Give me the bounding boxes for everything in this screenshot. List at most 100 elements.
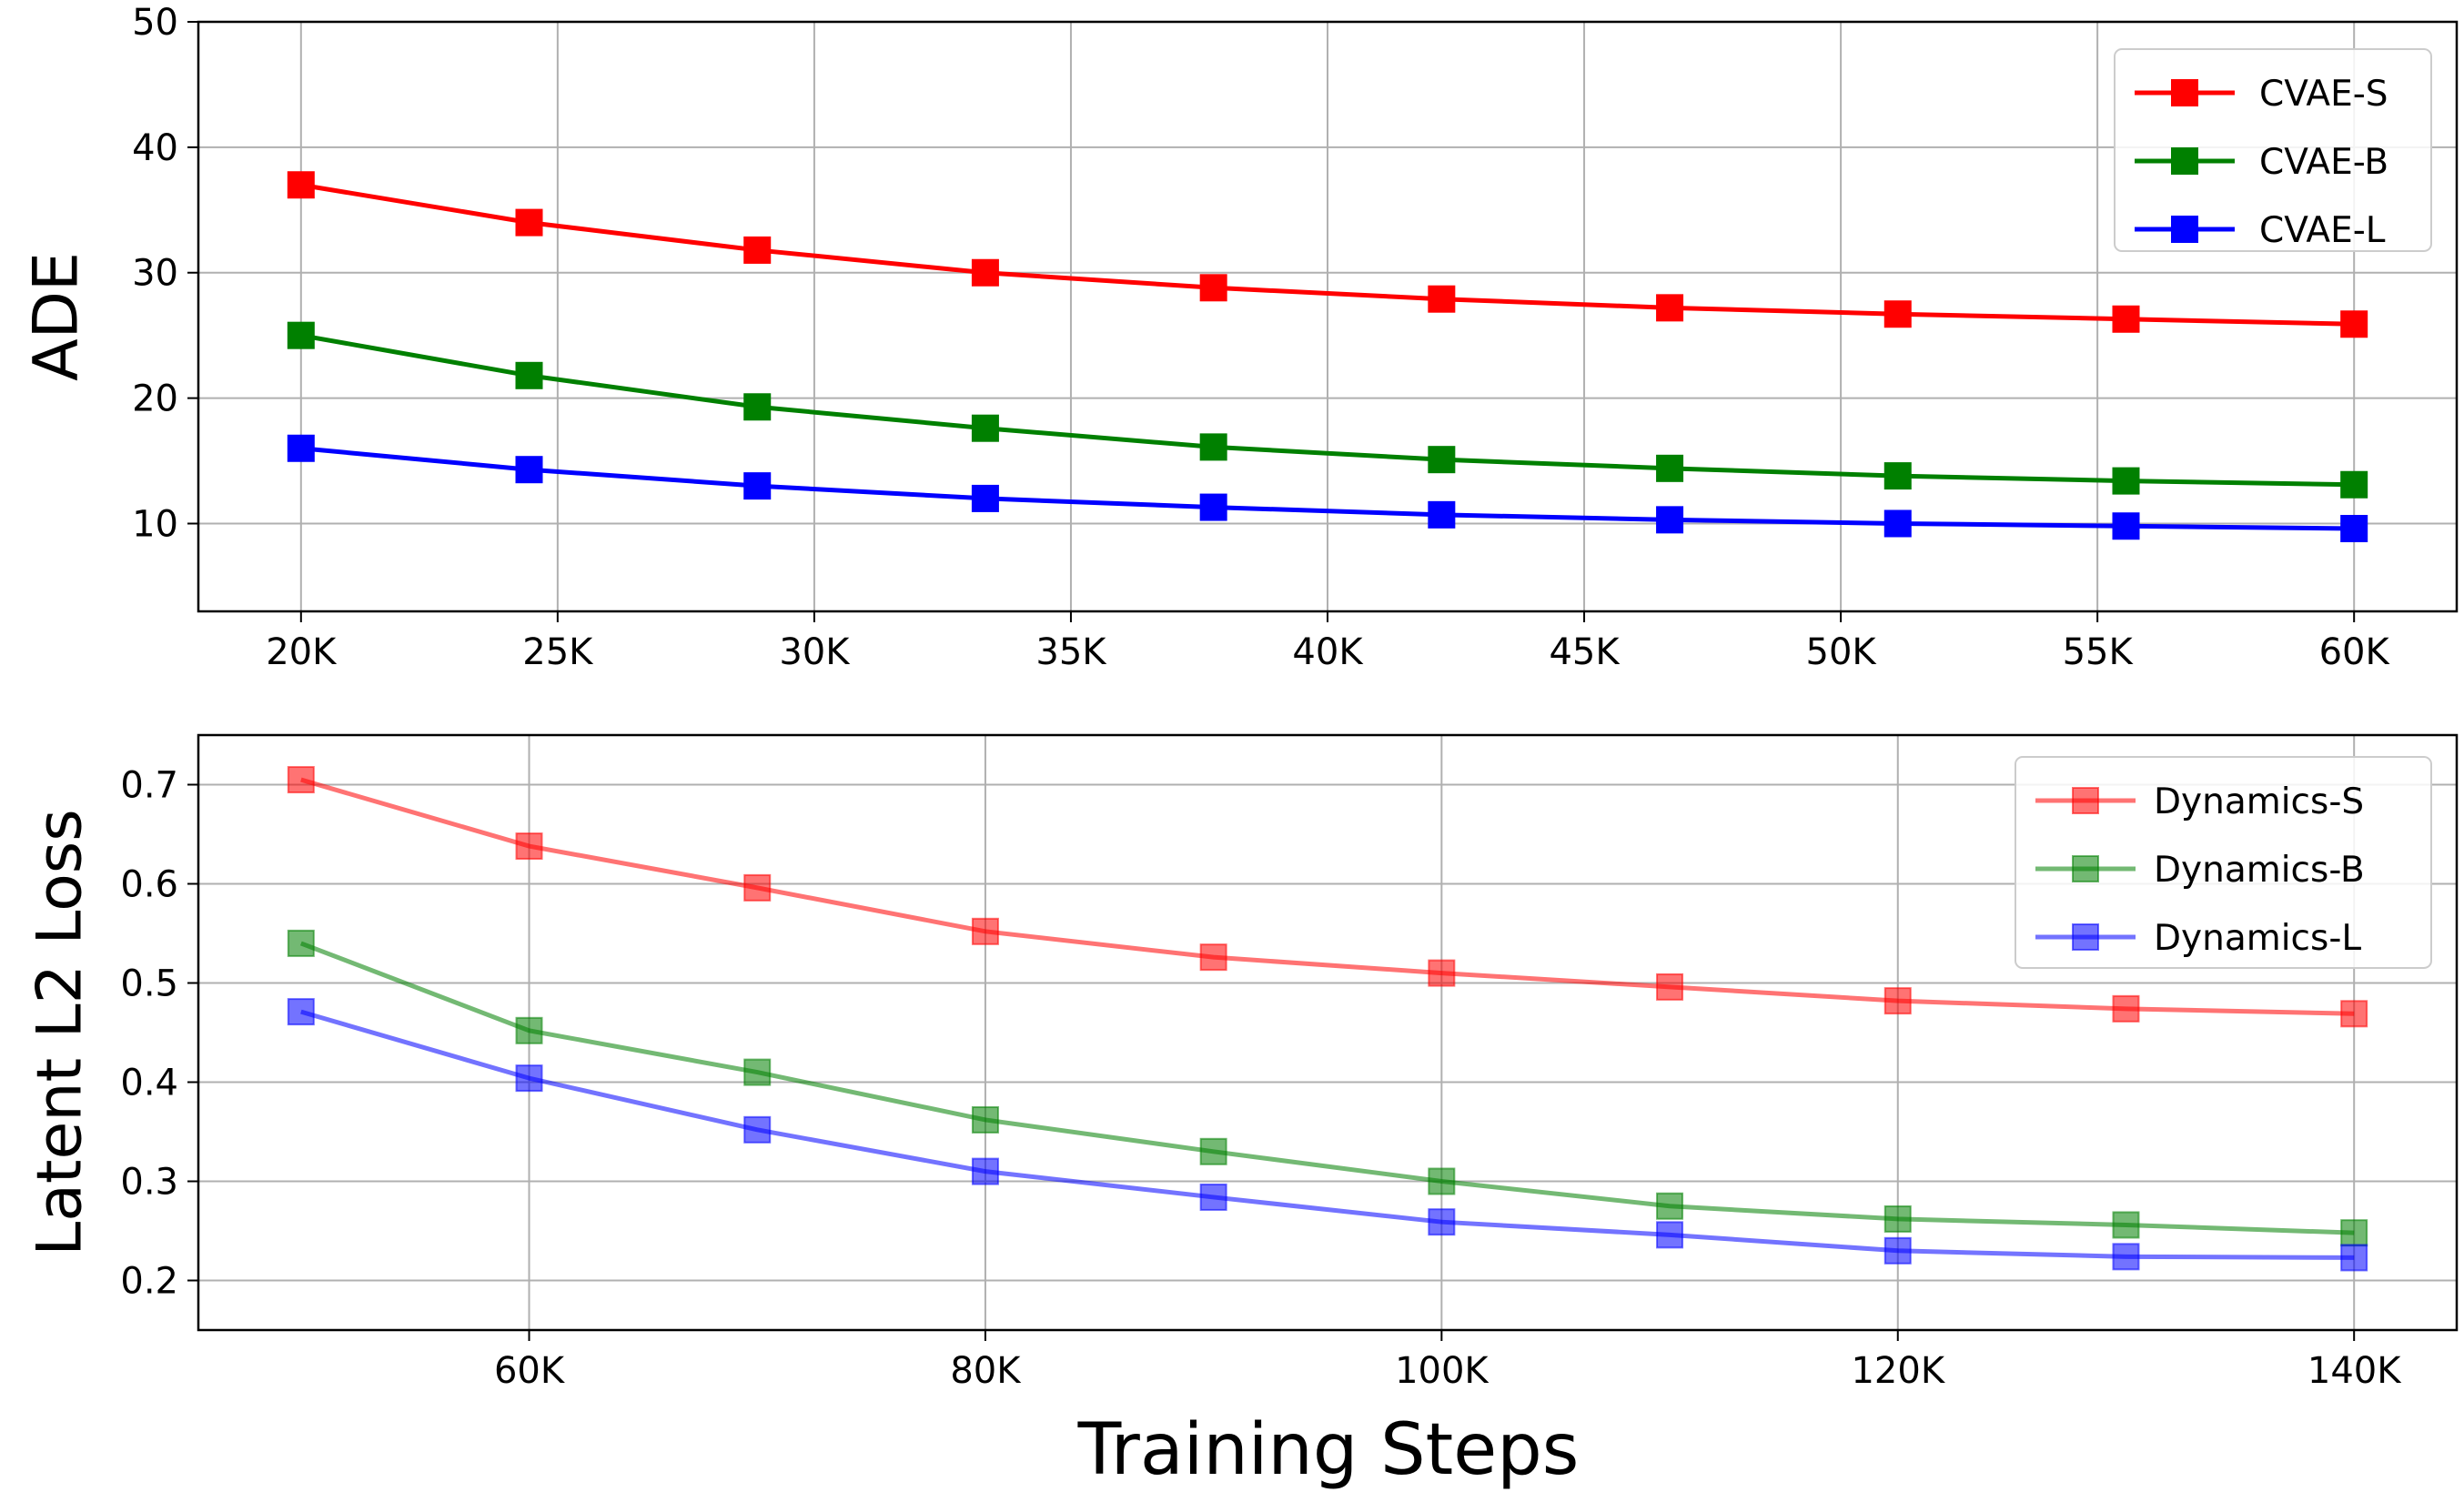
data-point-marker bbox=[2112, 467, 2140, 495]
legend-box bbox=[2015, 756, 2432, 969]
data-point-marker bbox=[971, 484, 999, 512]
data-point-marker bbox=[1199, 1183, 1227, 1211]
ade-lines bbox=[287, 171, 2368, 543]
data-point-marker bbox=[1199, 433, 1227, 461]
ade-x-ticks: 20K 25K 30K 35K 40K 45K 50K 55K 60K bbox=[266, 611, 2391, 673]
data-point-marker bbox=[1883, 509, 1912, 538]
latent-loss-x-ticks: 60K 80K 100K 120K 140K bbox=[494, 1330, 2402, 1392]
data-point-marker bbox=[971, 917, 999, 945]
data-point-marker bbox=[2112, 512, 2140, 540]
x-tick-label: 80K bbox=[950, 1350, 1022, 1392]
ade-panel: 20K 25K 30K 35K 40K 45K 50K 55K 60K 10 20 30 40 50 A… bbox=[21, 2, 2459, 673]
data-point-marker bbox=[971, 1157, 999, 1185]
y-tick-label: 0.2 bbox=[120, 1261, 178, 1303]
series-line-dynamics-b bbox=[299, 941, 2355, 1235]
x-tick-label: 140K bbox=[2307, 1350, 2402, 1392]
data-point-marker bbox=[515, 832, 543, 861]
legend-label: Dynamics-B bbox=[2154, 850, 2365, 891]
data-point-marker bbox=[743, 1058, 772, 1086]
data-point-marker bbox=[1883, 1205, 1912, 1233]
data-point-marker bbox=[1428, 959, 1456, 987]
legend-marker bbox=[2072, 855, 2099, 882]
data-point-marker bbox=[1883, 987, 1912, 1015]
x-tick-label: 35K bbox=[1035, 631, 1107, 673]
data-point-marker bbox=[1428, 1208, 1456, 1236]
data-point-marker bbox=[1656, 1221, 1684, 1249]
legend-marker bbox=[2072, 787, 2099, 814]
data-point-marker bbox=[971, 414, 999, 442]
data-point-marker bbox=[287, 434, 315, 462]
series-line-dynamics-l bbox=[300, 1009, 2355, 1260]
data-point-marker bbox=[1656, 973, 1684, 1001]
legend-marker bbox=[2171, 216, 2198, 243]
x-tick-label: 25K bbox=[522, 631, 594, 673]
latent-loss-x-axis-label: Training Steps bbox=[1077, 1409, 1580, 1491]
data-point-marker bbox=[2112, 1211, 2140, 1239]
data-point-marker bbox=[971, 1105, 999, 1134]
data-point-marker bbox=[515, 361, 543, 389]
latent-loss-legend: Dynamics-S Dynamics-B Dynamics-L bbox=[2015, 756, 2432, 969]
data-point-marker bbox=[2340, 1000, 2368, 1028]
latent-loss-panel: 60K 80K 100K 120K 140K 0.2 0.3 0.4 0.5 0.6 0.7 La… bbox=[25, 733, 2459, 1491]
y-tick-label: 0.3 bbox=[120, 1162, 178, 1204]
data-point-marker bbox=[1656, 294, 1684, 322]
data-point-marker bbox=[743, 393, 772, 421]
data-point-marker bbox=[1656, 1192, 1684, 1220]
latent-loss-lines bbox=[287, 766, 2368, 1272]
data-point-marker bbox=[1883, 1236, 1912, 1265]
y-tick-label: 0.7 bbox=[120, 765, 178, 807]
series-line-cvae-l bbox=[300, 446, 2355, 531]
x-tick-label: 55K bbox=[2063, 631, 2135, 673]
ade-legend: CVAE-S CVAE-B CVAE-L bbox=[2114, 48, 2432, 252]
data-point-marker bbox=[287, 929, 315, 957]
data-point-marker bbox=[743, 873, 772, 902]
data-point-marker bbox=[287, 766, 315, 794]
latent-loss-y-ticks: 0.2 0.3 0.4 0.5 0.6 0.7 bbox=[120, 765, 198, 1303]
data-point-marker bbox=[1199, 943, 1227, 972]
data-point-marker bbox=[515, 1064, 543, 1093]
data-point-marker bbox=[1428, 500, 1456, 529]
data-point-marker bbox=[1656, 506, 1684, 534]
legend-label: Dynamics-S bbox=[2154, 781, 2364, 822]
data-point-marker bbox=[971, 258, 999, 287]
data-point-marker bbox=[2112, 1243, 2140, 1271]
data-point-marker bbox=[2340, 310, 2368, 338]
legend-marker bbox=[2072, 923, 2099, 951]
x-tick-label: 20K bbox=[266, 631, 338, 673]
data-point-marker bbox=[515, 1016, 543, 1044]
data-point-marker bbox=[2340, 1219, 2368, 1247]
ade-y-axis-label: ADE bbox=[21, 252, 93, 381]
data-point-marker bbox=[743, 236, 772, 264]
series-line-cvae-s bbox=[300, 182, 2355, 327]
data-point-marker bbox=[2112, 305, 2140, 333]
x-tick-label: 30K bbox=[779, 631, 851, 673]
x-tick-label: 100K bbox=[1395, 1350, 1490, 1392]
data-point-marker bbox=[1428, 446, 1456, 474]
y-tick-label: 0.6 bbox=[120, 864, 178, 906]
legend-marker bbox=[2171, 147, 2198, 175]
data-point-marker bbox=[2340, 470, 2368, 499]
x-tick-label: 120K bbox=[1851, 1350, 1945, 1392]
latent-loss-plot-frame bbox=[197, 733, 2459, 1332]
data-point-marker bbox=[1656, 454, 1684, 482]
series-line-dynamics-s bbox=[300, 777, 2355, 1016]
data-point-marker bbox=[1883, 462, 1912, 490]
x-tick-label: 60K bbox=[494, 1350, 566, 1392]
latent-loss-y-axis-label: Latent L2 Loss bbox=[25, 809, 96, 1255]
data-point-marker bbox=[1428, 1167, 1456, 1195]
legend-marker bbox=[2171, 79, 2198, 106]
y-tick-label: 0.4 bbox=[120, 1063, 178, 1104]
y-tick-label: 20 bbox=[132, 378, 178, 420]
ade-y-ticks: 10 20 30 40 50 bbox=[132, 2, 198, 545]
data-point-marker bbox=[2340, 515, 2368, 543]
data-point-marker bbox=[2112, 994, 2140, 1023]
y-tick-label: 10 bbox=[132, 503, 178, 545]
series-line-cvae-b bbox=[300, 333, 2355, 488]
data-point-marker bbox=[743, 472, 772, 500]
x-tick-label: 50K bbox=[1806, 631, 1878, 673]
data-point-marker bbox=[743, 1115, 772, 1144]
data-point-marker bbox=[1199, 493, 1227, 521]
y-tick-label: 30 bbox=[132, 253, 178, 295]
